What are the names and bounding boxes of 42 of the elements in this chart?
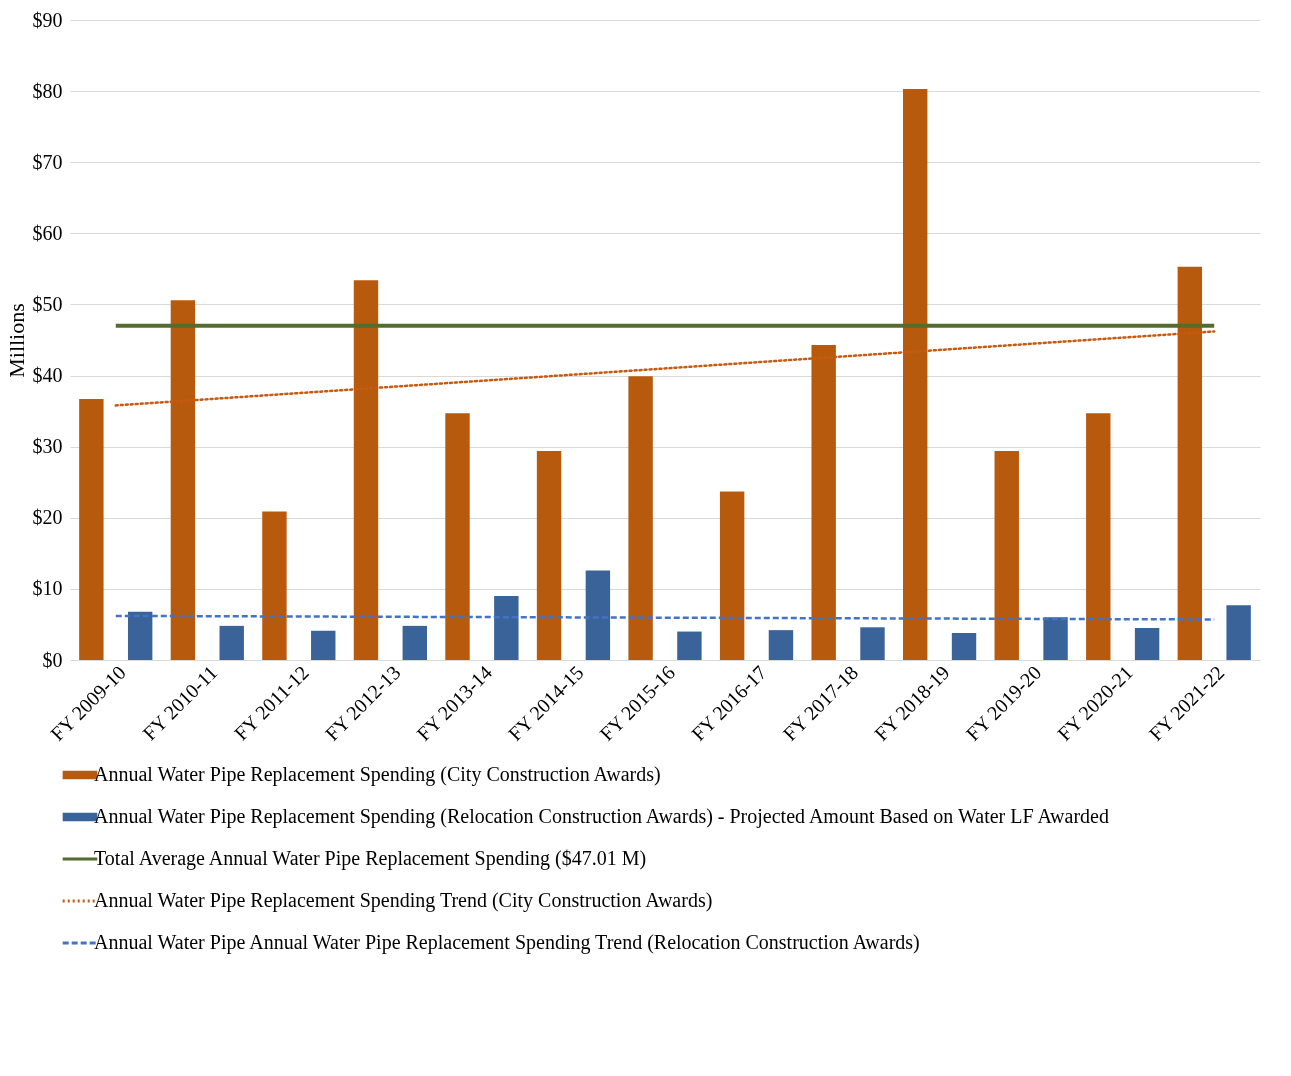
- bar: [1134, 628, 1160, 660]
- legend-label: Annual Water Pipe Replacement Spending (Relocation Construction Awards) - Projected Amount Based on Water LF Awarded: [94, 805, 1109, 828]
- y-tick-label: $80: [32, 79, 63, 102]
- bar: [811, 344, 836, 660]
- legend-label: Annual Water Pipe Replacement Spending (City Construction Awards): [94, 763, 661, 786]
- y-tick-label: $0: [42, 648, 63, 671]
- legend-label: Total Average Annual Water Pipe Replacement Spending ($47.01 M): [94, 847, 647, 870]
- bar: [536, 450, 562, 660]
- bar: [311, 630, 336, 660]
- y-tick-label: $50: [32, 292, 63, 315]
- bar: [903, 88, 928, 660]
- y-axis-title: Millions: [3, 303, 29, 378]
- legend-label: Annual Water Pipe Annual Water Pipe Replacement Spending Trend (Relocation Construction Awards): [94, 931, 920, 954]
- bar: [170, 300, 196, 660]
- bar: [127, 611, 153, 660]
- y-tick-label: $10: [32, 577, 63, 600]
- bar: [677, 631, 702, 660]
- bar: [353, 280, 379, 660]
- y-tick-label: $90: [32, 8, 63, 31]
- y-tick-label: $60: [32, 221, 63, 244]
- legend-label: Annual Water Pipe Replacement Spending Trend (City Construction Awards): [94, 889, 713, 912]
- bar: [628, 376, 653, 660]
- bar: [994, 450, 1019, 660]
- bar: [445, 413, 470, 660]
- bar: [1043, 617, 1068, 660]
- bar: [951, 632, 977, 660]
- bar: [1177, 266, 1203, 660]
- bar: [719, 491, 745, 660]
- bar: [768, 630, 794, 660]
- bar: [1226, 605, 1251, 660]
- bar: [860, 627, 885, 660]
- bar: [79, 399, 104, 660]
- bar: [262, 511, 287, 660]
- y-tick-label: $40: [32, 364, 63, 387]
- bar: [1086, 413, 1111, 660]
- bar: [219, 625, 244, 660]
- bar: [494, 596, 519, 660]
- y-tick-label: $30: [32, 435, 63, 458]
- bar: [402, 625, 427, 660]
- bar: [585, 570, 611, 660]
- y-tick-label: $70: [32, 150, 63, 173]
- y-tick-label: $20: [32, 506, 63, 529]
